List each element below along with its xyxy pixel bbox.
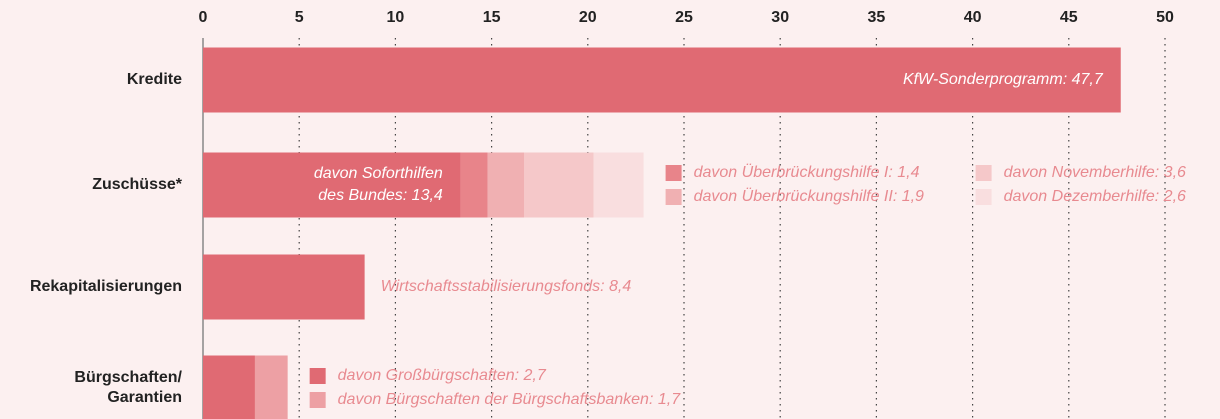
bar-label: Wirtschaftsstabilisierungsfonds: 8,4 — [381, 278, 632, 295]
bar-segment — [524, 152, 594, 218]
category-label: Zuschüsse* — [92, 176, 183, 193]
category-label: Bürgschaften/Garantien — [74, 369, 182, 406]
bar-segment — [460, 152, 488, 218]
bar-label-line: KfW-Sonderprogramm: 47,7 — [903, 71, 1104, 88]
legend-label: davon Überbrückungshilfe I: 1,4 — [694, 163, 920, 181]
category-line: Rekapitalisierungen — [30, 278, 182, 295]
x-tick-label: 15 — [483, 9, 501, 26]
x-tick-label: 35 — [868, 9, 886, 26]
legend-swatch — [309, 392, 326, 408]
category-line: Zuschüsse* — [92, 176, 183, 193]
x-tick-label: 5 — [295, 9, 304, 26]
x-tick-label: 0 — [199, 9, 208, 26]
category-line: Garantien — [107, 389, 182, 406]
x-tick-label: 25 — [675, 9, 693, 26]
bar-label: davon Soforthilfen des Bundes: 13,4 — [314, 165, 443, 204]
bar-label-line: des Bundes: 13,4 — [318, 187, 443, 204]
x-tick-label: 50 — [1156, 9, 1174, 26]
bar-label: KfW-Sonderprogramm: 47,7 — [903, 71, 1104, 88]
legend-label: davon Novemberhilfe: 3,6 — [1004, 164, 1186, 181]
category-line: Kredite — [127, 71, 182, 88]
bar-segment — [487, 152, 525, 218]
bar-segment — [203, 152, 461, 218]
bar-label-line: davon Soforthilfen — [314, 165, 443, 182]
legend-label: davon Großbürgschaften: 2,7 — [338, 367, 547, 384]
category-label: Kredite — [127, 71, 182, 88]
x-tick-label: 30 — [771, 9, 789, 26]
x-tick-label: 45 — [1060, 9, 1078, 26]
legend-label: davon Überbrückungshilfe II: 1,9 — [694, 187, 924, 205]
x-tick-label: 20 — [579, 9, 597, 26]
legend-swatch — [665, 165, 682, 181]
bar-segment — [203, 254, 365, 320]
category-label: Rekapitalisierungen — [30, 278, 182, 295]
x-tick-label: 40 — [964, 9, 982, 26]
legend-swatch — [309, 368, 326, 384]
legend-label: davon Bürgschaften der Bürgschaftsbanken… — [338, 391, 682, 408]
bar-segment — [254, 355, 288, 419]
legend-swatch — [975, 189, 992, 205]
legend-swatch — [665, 189, 682, 205]
x-tick-label: 10 — [387, 9, 405, 26]
bar-segment — [593, 152, 644, 218]
category-line: Bürgschaften/ — [74, 369, 182, 386]
bar-segment — [203, 355, 255, 419]
bar-segment — [203, 47, 1121, 113]
legend-label: davon Dezemberhilfe: 2,6 — [1004, 188, 1186, 205]
legend-swatch — [975, 165, 992, 181]
